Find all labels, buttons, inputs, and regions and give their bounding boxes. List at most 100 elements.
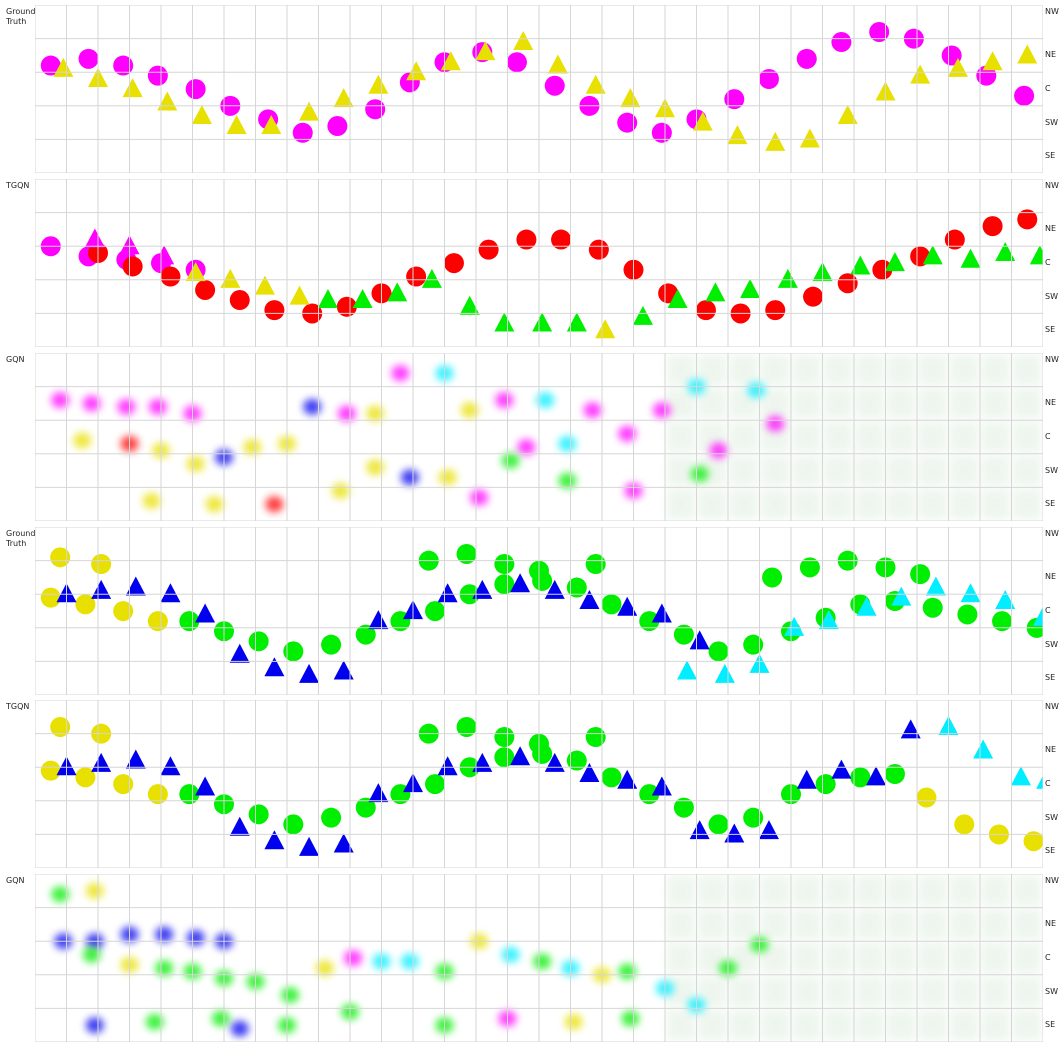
view-label-nw: NW <box>1045 701 1059 711</box>
cone-object <box>995 590 1016 609</box>
blur-tile <box>919 489 947 519</box>
blur-tile <box>793 455 821 486</box>
cone-object <box>254 275 275 295</box>
blurred-object <box>230 1020 249 1037</box>
sphere-object <box>1017 209 1038 230</box>
sphere-object <box>673 624 694 645</box>
cone-object <box>513 31 534 51</box>
blur-tile <box>982 976 1010 1007</box>
view-label-nw: NW <box>1045 180 1059 190</box>
blurred-object <box>709 442 728 459</box>
sphere-object <box>1014 85 1035 106</box>
model-label: GQN <box>6 876 25 885</box>
blurred-object <box>281 987 300 1004</box>
cone-object <box>837 104 858 124</box>
cone-object <box>195 776 216 796</box>
cone-object <box>264 657 285 677</box>
cone-object <box>333 833 354 853</box>
view-label-ne: NE <box>1045 919 1057 929</box>
cone-object <box>299 663 320 683</box>
blur-tile <box>982 943 1010 973</box>
blurred-object <box>344 950 363 967</box>
cone-object <box>740 278 761 298</box>
sphere-object <box>321 634 342 655</box>
blur-tile <box>761 876 789 906</box>
sphere-object <box>831 32 852 53</box>
view-label-se: SE <box>1045 846 1056 856</box>
blur-tile <box>761 355 789 385</box>
sphere-object <box>724 89 745 110</box>
cone-object <box>1029 245 1043 265</box>
view-label-nw: NW <box>1045 875 1059 885</box>
sphere-object <box>957 604 978 625</box>
sphere-object <box>179 611 200 632</box>
blur-tile <box>887 388 915 419</box>
blur-tile <box>824 455 852 486</box>
panel-gqn1: GQN NW NE C SW SE <box>0 353 1062 521</box>
sphere-object <box>122 256 143 277</box>
blur-tile <box>730 976 758 1007</box>
cone-object <box>547 54 568 74</box>
blur-tile <box>761 388 789 419</box>
cone-object <box>532 312 553 332</box>
blur-tile <box>1013 489 1041 519</box>
cone-object <box>440 51 461 71</box>
blurred-object <box>517 439 536 456</box>
sphere-object <box>179 784 200 805</box>
cone-object <box>632 305 653 325</box>
blur-tile <box>1013 422 1041 452</box>
blur-tile <box>667 489 695 519</box>
sphere-object <box>799 557 820 578</box>
sphere-object <box>40 587 61 608</box>
blurred-object <box>315 960 334 977</box>
cone-object <box>299 836 320 856</box>
sphere-object <box>708 814 729 835</box>
view-label-se: SE <box>1045 325 1056 335</box>
cone-object <box>226 115 247 135</box>
cone-object <box>125 749 146 769</box>
cone-object <box>579 590 600 609</box>
blurred-object <box>186 455 205 472</box>
sphere-object <box>601 594 622 615</box>
blurred-object <box>747 382 766 399</box>
blur-tile <box>761 455 789 486</box>
blur-tile <box>950 909 978 940</box>
blur-tile <box>919 455 947 486</box>
sphere-object <box>850 767 871 788</box>
cone-object <box>1033 606 1043 626</box>
sphere-object <box>264 300 285 321</box>
cone-object <box>195 603 216 623</box>
sphere-object <box>160 266 181 287</box>
cone-object <box>229 816 250 836</box>
blur-tile <box>793 489 821 519</box>
panel-gt2: Ground Truth NW NE C SW SE <box>0 527 1062 695</box>
sphere-object <box>516 229 537 250</box>
cone-object <box>982 51 1003 71</box>
blur-tile <box>950 489 978 519</box>
cone-object <box>692 111 713 131</box>
cone-object <box>229 643 250 663</box>
blur-tile <box>667 455 695 486</box>
sphere-object <box>355 624 376 645</box>
blurred-object <box>533 953 552 970</box>
cone-object <box>220 268 241 288</box>
blur-tile <box>919 1010 947 1040</box>
blur-tile <box>1013 876 1041 906</box>
cone-object <box>1036 775 1043 789</box>
view-label-ne: NE <box>1045 50 1057 60</box>
blur-tile <box>761 1010 789 1040</box>
blur-tile <box>887 909 915 940</box>
sphere-object <box>40 760 61 781</box>
sphere-object <box>113 55 134 76</box>
blurred-object <box>85 1017 104 1034</box>
view-label-ne: NE <box>1045 224 1057 234</box>
view-label-c: C <box>1045 953 1051 962</box>
blur-tile <box>1013 388 1041 419</box>
blur-tile <box>667 943 695 973</box>
blurred-object <box>265 496 284 513</box>
blur-tile <box>887 489 915 519</box>
cone-object <box>784 616 805 636</box>
cone-object <box>796 769 817 789</box>
sphere-object <box>336 296 357 317</box>
blur-tile <box>982 455 1010 486</box>
